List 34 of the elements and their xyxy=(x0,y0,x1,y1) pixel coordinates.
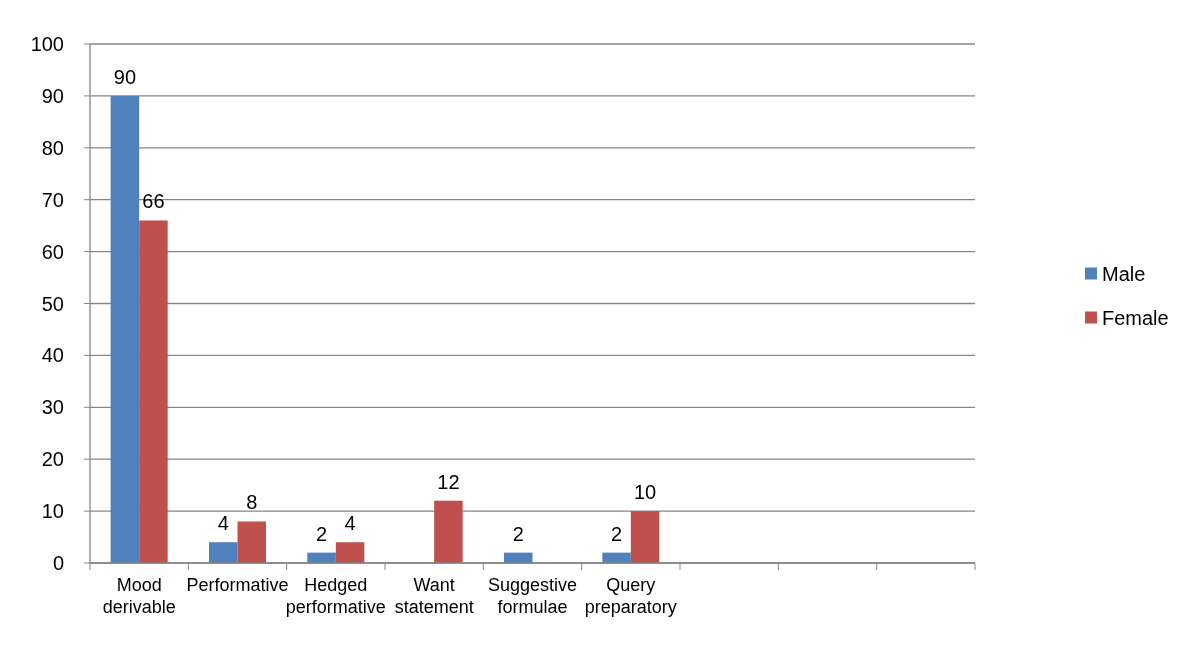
legend-label: Male xyxy=(1102,262,1146,285)
data-label: 66 xyxy=(142,190,165,213)
bar xyxy=(139,220,168,563)
y-tick-label: 90 xyxy=(41,84,64,107)
data-label: 4 xyxy=(344,512,356,535)
x-tick-label: Suggestive formulae xyxy=(487,575,578,617)
data-label: 8 xyxy=(246,491,258,514)
y-tick-label: 100 xyxy=(30,33,64,55)
y-tick-label: 40 xyxy=(41,344,64,367)
bar xyxy=(110,95,140,563)
data-label: 2 xyxy=(611,522,623,545)
data-label: 90 xyxy=(113,65,137,88)
y-tick-label: 20 xyxy=(41,448,64,471)
bar xyxy=(208,542,238,563)
y-tick-label: 50 xyxy=(41,292,64,315)
x-tick-label: Mood derivable xyxy=(102,575,176,617)
data-label: 10 xyxy=(633,481,657,504)
x-tick-label: Want statement xyxy=(394,575,474,617)
data-label: 2 xyxy=(512,522,524,545)
y-tick-label: 10 xyxy=(41,500,64,523)
y-tick-label: 30 xyxy=(41,396,64,419)
data-label: 2 xyxy=(316,522,328,545)
data-label: 4 xyxy=(217,512,229,535)
x-tick-label: Query preparatory xyxy=(584,575,677,617)
bar xyxy=(335,542,365,563)
bar xyxy=(630,511,660,563)
legend-label: Female xyxy=(1102,306,1169,329)
y-tick-label: 60 xyxy=(41,240,64,263)
y-tick-label: 0 xyxy=(52,552,64,574)
y-tick-label: 80 xyxy=(41,136,64,159)
bar xyxy=(434,500,463,563)
data-label: 12 xyxy=(437,470,460,493)
bar xyxy=(237,521,267,563)
y-tick-label: 70 xyxy=(41,188,64,211)
